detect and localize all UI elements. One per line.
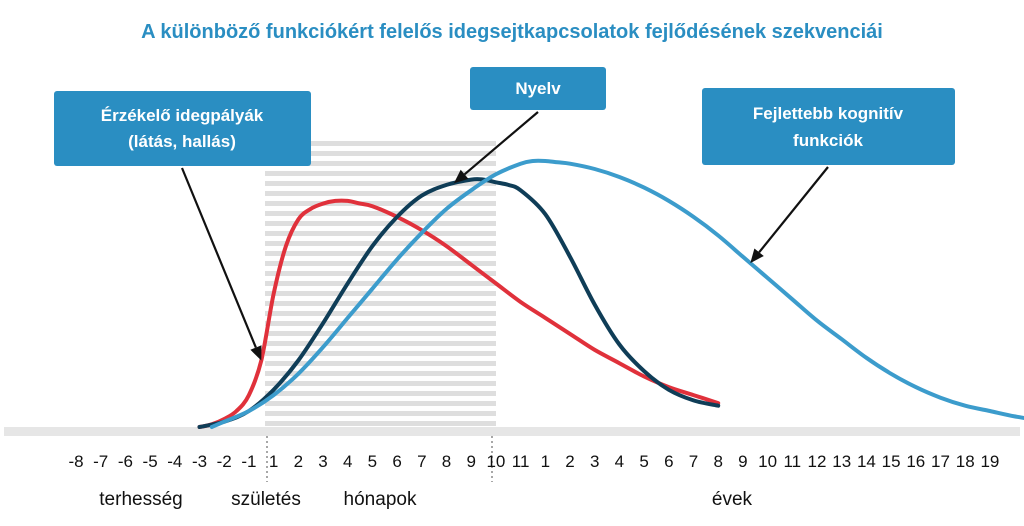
x-tick-label: 16 bbox=[906, 452, 925, 471]
x-tick-label: 13 bbox=[832, 452, 851, 471]
x-tick-label: 6 bbox=[664, 452, 673, 471]
x-tick-label: 7 bbox=[689, 452, 698, 471]
stripe bbox=[265, 301, 496, 306]
x-tick-label: 5 bbox=[639, 452, 648, 471]
x-tick-label: 8 bbox=[442, 452, 451, 471]
callout-language-line-1: Nyelv bbox=[515, 79, 561, 98]
x-tick-label: 1 bbox=[541, 452, 550, 471]
x-tick-label: -7 bbox=[93, 452, 108, 471]
x-tick-label: -3 bbox=[192, 452, 207, 471]
stripe bbox=[265, 411, 496, 416]
stripe bbox=[265, 341, 496, 346]
stripe bbox=[265, 271, 496, 276]
x-tick-label: 5 bbox=[368, 452, 377, 471]
stripe bbox=[265, 391, 496, 396]
x-tick-label: 11 bbox=[512, 452, 530, 471]
arrow-language-shaft bbox=[463, 111, 539, 176]
stripe bbox=[265, 141, 496, 146]
period-label-months: hónapok bbox=[344, 489, 417, 510]
stripe bbox=[265, 281, 496, 286]
stripe bbox=[265, 361, 496, 366]
x-axis-band bbox=[4, 427, 1020, 436]
callout-language: Nyelv bbox=[470, 67, 606, 110]
stripe bbox=[265, 171, 496, 176]
stripe bbox=[265, 161, 496, 166]
x-tick-label: 1 bbox=[269, 452, 278, 471]
series-lines bbox=[197, 158, 1024, 429]
series-line-sensory-pathways bbox=[197, 198, 721, 429]
arrow-sensory-pathways-shaft bbox=[180, 167, 257, 349]
x-tick-labels: -8 -7 -6 -5 -4 -3 -2 -1 1 2 3 4 5 6 7 8 9 10 11 1 2 3 4 5 6 7 8 9 10… bbox=[68, 452, 999, 471]
series-line-language bbox=[197, 177, 721, 429]
period-label-pregnancy: terhesség bbox=[99, 489, 182, 510]
x-tick-label: 18 bbox=[956, 452, 975, 471]
period-labels: terhesség születés hónapok évek bbox=[99, 489, 752, 510]
arrow-higher-cognitive-head bbox=[750, 248, 764, 264]
stripe bbox=[265, 311, 496, 316]
stripe bbox=[265, 331, 496, 336]
stripe bbox=[265, 351, 496, 356]
x-tick-label: 9 bbox=[466, 452, 475, 471]
period-label-birth: születés bbox=[231, 489, 301, 510]
callout-cognitive-line-1: Fejlettebb kognitív bbox=[753, 104, 904, 123]
stripe bbox=[265, 201, 496, 206]
x-tick-label: 10 bbox=[486, 452, 505, 471]
stripe bbox=[265, 381, 496, 386]
callout-sensory-pathways: Érzékelő idegpályák (látás, hallás) bbox=[54, 91, 311, 166]
x-tick-label: -4 bbox=[167, 452, 182, 471]
stripe bbox=[265, 251, 496, 256]
arrow-language-head bbox=[453, 169, 469, 184]
callout-cognitive-line-2: funkciók bbox=[793, 131, 863, 150]
x-tick-label: -6 bbox=[118, 452, 133, 471]
x-tick-label: 3 bbox=[590, 452, 599, 471]
stripe bbox=[265, 321, 496, 326]
x-tick-label: 7 bbox=[417, 452, 426, 471]
x-tick-label: 17 bbox=[931, 452, 950, 471]
x-tick-label: 6 bbox=[392, 452, 401, 471]
x-tick-label: -8 bbox=[68, 452, 83, 471]
stripe bbox=[265, 151, 496, 156]
x-tick-label: -5 bbox=[143, 452, 158, 471]
callout-sensory-line-1: Érzékelő idegpályák bbox=[101, 106, 264, 125]
stripe bbox=[265, 291, 496, 296]
x-tick-label: 9 bbox=[738, 452, 747, 471]
stripe bbox=[265, 261, 496, 266]
x-tick-label: 3 bbox=[318, 452, 327, 471]
stripe bbox=[265, 191, 496, 196]
x-tick-label: 4 bbox=[343, 452, 352, 471]
x-tick-label: 15 bbox=[882, 452, 901, 471]
arrow-sensory-pathways-head bbox=[250, 345, 262, 361]
callout-sensory-line-2: (látás, hallás) bbox=[128, 132, 236, 151]
period-label-years: évek bbox=[712, 489, 753, 510]
x-tick-label: 19 bbox=[980, 452, 999, 471]
x-tick-label: -1 bbox=[241, 452, 256, 471]
stripe bbox=[265, 221, 496, 226]
stripe bbox=[265, 241, 496, 246]
chart-title: A különböző funkciókért felelős idegsejt… bbox=[141, 21, 883, 43]
series-line-higher-cognitive bbox=[209, 158, 1024, 429]
stripe bbox=[265, 371, 496, 376]
x-tick-label: 2 bbox=[294, 452, 303, 471]
x-tick-label: -2 bbox=[217, 452, 232, 471]
stripe bbox=[265, 401, 496, 406]
x-tick-label: 2 bbox=[565, 452, 574, 471]
x-tick-label: 11 bbox=[783, 452, 801, 471]
x-tick-label: 8 bbox=[713, 452, 722, 471]
stripe bbox=[265, 421, 496, 426]
x-tick-label: 12 bbox=[808, 452, 827, 471]
annotation-arrows bbox=[180, 111, 829, 361]
x-tick-label: 10 bbox=[758, 452, 777, 471]
gestation-stripes bbox=[265, 141, 496, 426]
x-tick-label: 14 bbox=[857, 452, 876, 471]
callout-higher-cognitive: Fejlettebb kognitív funkciók bbox=[702, 88, 955, 165]
stripe bbox=[265, 211, 496, 216]
arrow-higher-cognitive-shaft bbox=[758, 166, 829, 253]
x-tick-label: 4 bbox=[615, 452, 624, 471]
stripe bbox=[265, 181, 496, 186]
